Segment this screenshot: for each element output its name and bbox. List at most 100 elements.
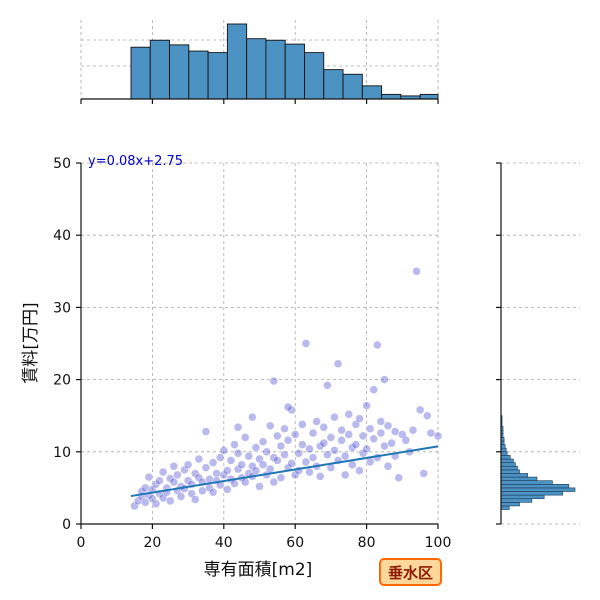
scatter-point xyxy=(223,466,232,475)
top-hist-bar xyxy=(265,39,286,100)
y-tick-label: 30 xyxy=(53,300,71,316)
y-tick-label: 40 xyxy=(53,228,71,244)
scatter-point xyxy=(369,385,379,395)
scatter-point xyxy=(201,463,211,472)
scatter-point xyxy=(148,494,157,504)
scatter-point xyxy=(365,424,375,433)
right-hist-bar xyxy=(500,451,508,456)
right-hist-bar xyxy=(500,502,520,507)
scatter-point xyxy=(180,465,189,475)
top-hist-bar xyxy=(304,52,325,100)
top-hist-bar xyxy=(361,85,383,100)
scatter-point xyxy=(330,412,339,422)
scatter-point xyxy=(280,424,289,433)
scatter-point xyxy=(183,476,193,485)
scatter-point xyxy=(265,421,275,431)
scatter-point xyxy=(305,444,314,454)
top-hist-bar xyxy=(323,69,344,100)
right-hist-bar xyxy=(500,498,533,503)
scatter-point xyxy=(226,456,236,465)
scatter-point xyxy=(244,451,254,461)
scatter-point xyxy=(176,492,186,501)
scatter-point xyxy=(190,469,200,478)
scatter-point xyxy=(323,450,332,459)
scatter-point xyxy=(130,501,139,511)
scatter-point xyxy=(201,427,211,436)
scatter-point xyxy=(255,482,264,491)
x-tick-labels: 0 20 40 60 80 100 xyxy=(77,535,452,551)
right-hist-bar xyxy=(500,483,570,489)
top-hist-grid xyxy=(80,20,439,99)
scatter-point xyxy=(362,401,371,410)
right-hist-bar xyxy=(500,505,510,510)
scatter-point xyxy=(194,454,204,464)
scatter-point xyxy=(333,359,343,369)
scatter-point xyxy=(308,428,318,438)
scatter-point xyxy=(358,431,368,441)
scatter-point xyxy=(433,431,443,441)
scatter-point xyxy=(219,446,229,455)
scatter-point xyxy=(269,376,279,386)
scatter-point xyxy=(273,431,282,441)
scatter-point xyxy=(319,422,329,432)
x-tick-label: 100 xyxy=(425,535,452,551)
x-tick-label: 80 xyxy=(358,535,376,551)
scatter-point xyxy=(165,474,175,483)
top-hist-bar xyxy=(130,46,151,100)
scatter-point xyxy=(355,466,364,475)
scatter-point xyxy=(383,461,393,471)
scatter-point xyxy=(183,460,193,470)
right-hist-bar xyxy=(500,491,563,496)
scatter-point xyxy=(340,451,350,461)
scatter-point xyxy=(151,479,161,489)
axes xyxy=(76,98,502,529)
top-hist-bar xyxy=(419,93,439,100)
scatter-point xyxy=(387,438,396,448)
scatter-point xyxy=(169,461,179,471)
scatter-point xyxy=(323,381,332,390)
scatter-point xyxy=(380,441,389,451)
scatter-point xyxy=(233,448,243,458)
scatter-point xyxy=(355,414,364,423)
top-hist-bar xyxy=(188,50,209,100)
scatter-point xyxy=(298,420,307,429)
scatter-point xyxy=(248,461,257,471)
x-tick-label: 0 xyxy=(77,535,86,551)
scatter-point xyxy=(240,433,250,442)
scatter-point xyxy=(198,486,207,496)
right-histogram xyxy=(500,415,576,510)
y-tick-label: 0 xyxy=(62,517,71,533)
right-hist-bar xyxy=(500,465,518,471)
scatter-point xyxy=(158,467,168,477)
scatter-point xyxy=(390,427,400,436)
scatter-point xyxy=(230,440,239,449)
scatter-point xyxy=(362,444,371,454)
scatter-point xyxy=(408,425,418,435)
scatter-point xyxy=(326,433,336,442)
scatter-point xyxy=(290,470,300,480)
scatter-point xyxy=(133,496,143,506)
scatter-point xyxy=(373,340,382,350)
scatter-point xyxy=(237,460,246,470)
right-hist-bar xyxy=(500,476,538,481)
right-hist-bar xyxy=(500,473,529,478)
scatter-point xyxy=(155,476,164,485)
scatter-point xyxy=(358,448,368,458)
scatter-point xyxy=(276,473,286,483)
top-histogram xyxy=(130,23,439,100)
scatter-point xyxy=(169,477,179,487)
scatter-point xyxy=(283,402,293,412)
scatter-point xyxy=(412,266,421,276)
right-hist-bar xyxy=(500,447,507,453)
scatter-point xyxy=(248,412,257,422)
scatter-point xyxy=(251,466,261,475)
y-axis-label: 賃料[万円] xyxy=(21,302,41,383)
scatter-point xyxy=(219,470,229,480)
scatter-point xyxy=(258,460,268,470)
y-tick-label: 20 xyxy=(53,373,71,389)
scatter-point xyxy=(298,440,307,449)
scatter-point xyxy=(422,411,432,421)
x-tick-label: 20 xyxy=(143,535,161,551)
scatter-point xyxy=(140,498,150,507)
scatter-point xyxy=(351,440,361,449)
